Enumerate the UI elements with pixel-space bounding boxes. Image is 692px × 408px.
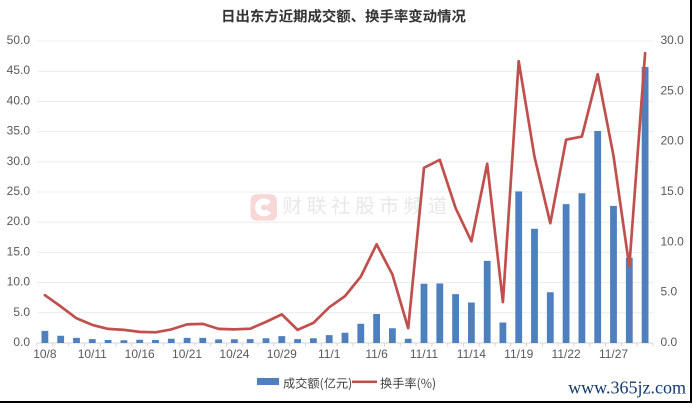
- svg-text:20.0: 20.0: [661, 134, 685, 148]
- svg-text:11/19: 11/19: [504, 347, 533, 361]
- svg-text:11/6: 11/6: [365, 347, 388, 361]
- svg-text:15.0: 15.0: [661, 184, 685, 198]
- svg-text:10/24: 10/24: [219, 347, 249, 361]
- svg-text:11/11: 11/11: [410, 347, 439, 361]
- svg-text:10/21: 10/21: [172, 347, 202, 361]
- svg-text:11/14: 11/14: [457, 347, 486, 361]
- svg-text:45.0: 45.0: [7, 63, 31, 77]
- svg-text:www.365jz.com: www.365jz.com: [568, 378, 686, 398]
- svg-text:5.0: 5.0: [13, 305, 30, 319]
- svg-text:10.0: 10.0: [7, 275, 31, 289]
- svg-text:0.0: 0.0: [661, 335, 678, 349]
- svg-text:0.0: 0.0: [13, 335, 30, 349]
- svg-text:20.0: 20.0: [7, 214, 31, 228]
- svg-text:25.0: 25.0: [661, 83, 685, 97]
- svg-text:11/22: 11/22: [552, 347, 581, 361]
- svg-text:10/8: 10/8: [33, 347, 57, 361]
- svg-text:35.0: 35.0: [7, 124, 31, 138]
- svg-text:30.0: 30.0: [7, 154, 31, 168]
- svg-text:11/27: 11/27: [599, 347, 628, 361]
- svg-text:10.0: 10.0: [661, 234, 685, 248]
- svg-text:10/29: 10/29: [267, 347, 297, 361]
- svg-text:25.0: 25.0: [7, 184, 31, 198]
- svg-text:30.0: 30.0: [661, 33, 685, 47]
- svg-text:40.0: 40.0: [7, 93, 31, 107]
- svg-text:11/1: 11/1: [318, 347, 341, 361]
- svg-text:5.0: 5.0: [661, 285, 678, 299]
- svg-text:50.0: 50.0: [7, 33, 31, 47]
- svg-text:10/11: 10/11: [78, 347, 107, 361]
- svg-text:10/16: 10/16: [125, 347, 155, 361]
- svg-text:15.0: 15.0: [7, 244, 31, 258]
